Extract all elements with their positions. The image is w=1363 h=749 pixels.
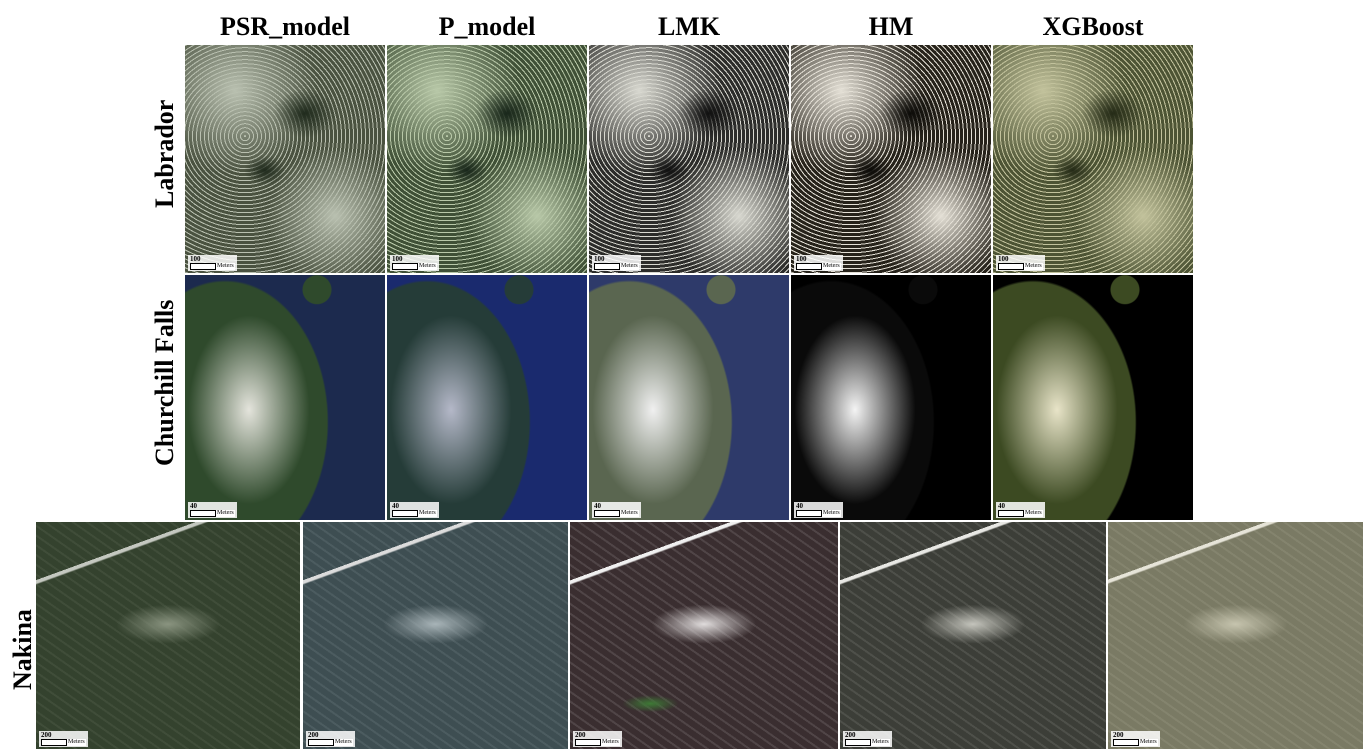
image-nakina-xgboost: 200 Meters [1108,522,1363,749]
column-header-psr-model: PSR_model [220,12,350,41]
image-labrador-xgboost: 100 Meters [993,45,1193,273]
image-nakina-psr-model: 200 Meters [36,522,300,749]
column-header-xgboost: XGBoost [1042,12,1144,41]
scale-bar: 40 Meters [188,501,237,518]
image-churchill-lmk: 40 Meters [589,275,789,520]
row-label-nakina: Nakina [8,609,37,690]
scale-bar: 200 Meters [843,730,892,747]
image-labrador-lmk: 100 Meters [589,45,789,273]
column-header-lmk: LMK [657,12,721,41]
scale-bar: 100 Meters [996,254,1045,271]
scale-bar: 100 Meters [794,254,843,271]
scale-bar: 40 Meters [996,501,1045,518]
image-churchill-hm: 40 Meters [791,275,991,520]
image-churchill-psr-model: 40 Meters [185,275,385,520]
scale-bar: 100 Meters [188,254,237,271]
image-churchill-xgboost: 40 Meters [993,275,1193,520]
column-header-hm: HM [868,12,914,41]
image-nakina-lmk: 200 Meters [570,522,838,749]
image-nakina-p-model: 200 Meters [303,522,568,749]
image-nakina-hm: 200 Meters [840,522,1106,749]
column-header-p-model: P_model [438,12,536,41]
image-churchill-p-model: 40 Meters [387,275,587,520]
image-labrador-psr-model: 100 Meters [185,45,385,273]
scale-bar: 200 Meters [306,730,355,747]
scale-bar: 100 Meters [592,254,641,271]
scale-bar: 40 Meters [794,501,843,518]
scale-bar: 40 Meters [592,501,641,518]
image-labrador-hm: 100 Meters [791,45,991,273]
scale-bar: 200 Meters [573,730,622,747]
scale-bar: 200 Meters [39,730,88,747]
scale-bar: 40 Meters [390,501,439,518]
scale-bar: 100 Meters [390,254,439,271]
scale-bar: 200 Meters [1111,730,1160,747]
image-labrador-p-model: 100 Meters [387,45,587,273]
row-label-churchill-falls: Churchill Falls [150,299,179,466]
row-label-labrador: Labrador [150,99,179,208]
